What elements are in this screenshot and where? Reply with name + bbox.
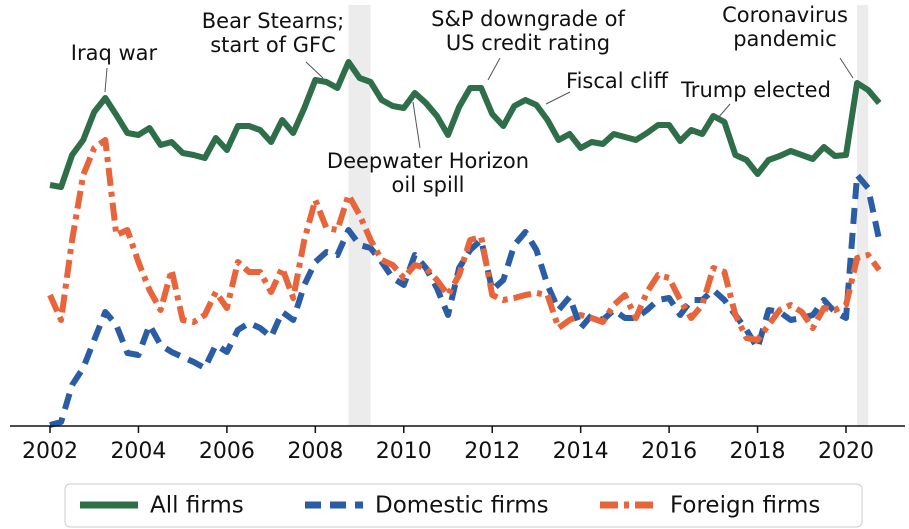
shaded-period xyxy=(348,5,371,426)
annotation-pointer xyxy=(717,103,731,119)
annotation-pointer xyxy=(104,67,108,93)
annotation-pointer xyxy=(412,101,421,149)
annotation-text: Coronavirus xyxy=(722,3,848,27)
legend: All firms Domestic firms Foreign firms xyxy=(80,493,820,519)
annotation-pointer xyxy=(839,57,854,79)
annotation-text: Trump elected xyxy=(680,78,831,102)
shading-layer xyxy=(348,5,869,426)
x-tick-label: 2020 xyxy=(818,439,874,464)
lines-layer xyxy=(47,59,883,428)
shaded-period xyxy=(857,5,869,426)
legend-label: Foreign firms xyxy=(670,493,820,519)
annotation-text: Deepwater Horizon xyxy=(327,149,529,173)
annotation-text: start of GFC xyxy=(210,33,336,57)
annotation-text: Bear Stearns; xyxy=(202,9,344,33)
annotation-text: US credit rating xyxy=(446,31,610,55)
legend-box xyxy=(64,483,863,528)
annotation-text: Fiscal cliff xyxy=(566,69,668,93)
series-line xyxy=(49,59,882,190)
series-line xyxy=(47,137,882,343)
x-axis-ticks: 2002 2004 2006 2008 2010 2012 2014 2016 2018 2020 xyxy=(22,426,874,464)
legend-label: Domestic firms xyxy=(375,493,549,519)
x-tick-label: 2008 xyxy=(287,439,343,464)
annotation-text: pandemic xyxy=(733,27,837,51)
annotation-pointer xyxy=(305,61,324,79)
x-tick-label: 2016 xyxy=(641,439,697,464)
x-tick-label: 2010 xyxy=(376,439,432,464)
series-line xyxy=(49,172,883,428)
annotation-text: oil spill xyxy=(392,173,465,197)
annotation-text: S&P downgrade of xyxy=(431,7,625,31)
annotation-pointer xyxy=(487,57,501,81)
annotations: Iraq war Bear Stearns;start of GFC S&P dow… xyxy=(71,3,854,197)
x-tick-label: 2014 xyxy=(553,439,609,464)
legend-label: All firms xyxy=(150,493,244,519)
x-tick-label: 2018 xyxy=(730,439,786,464)
x-tick-label: 2012 xyxy=(464,439,520,464)
annotation-text: Iraq war xyxy=(71,41,158,65)
x-tick-label: 2006 xyxy=(199,439,255,464)
x-tick-label: 2004 xyxy=(110,439,166,464)
x-tick-label: 2002 xyxy=(22,439,78,464)
annotation-pointer xyxy=(545,91,571,105)
